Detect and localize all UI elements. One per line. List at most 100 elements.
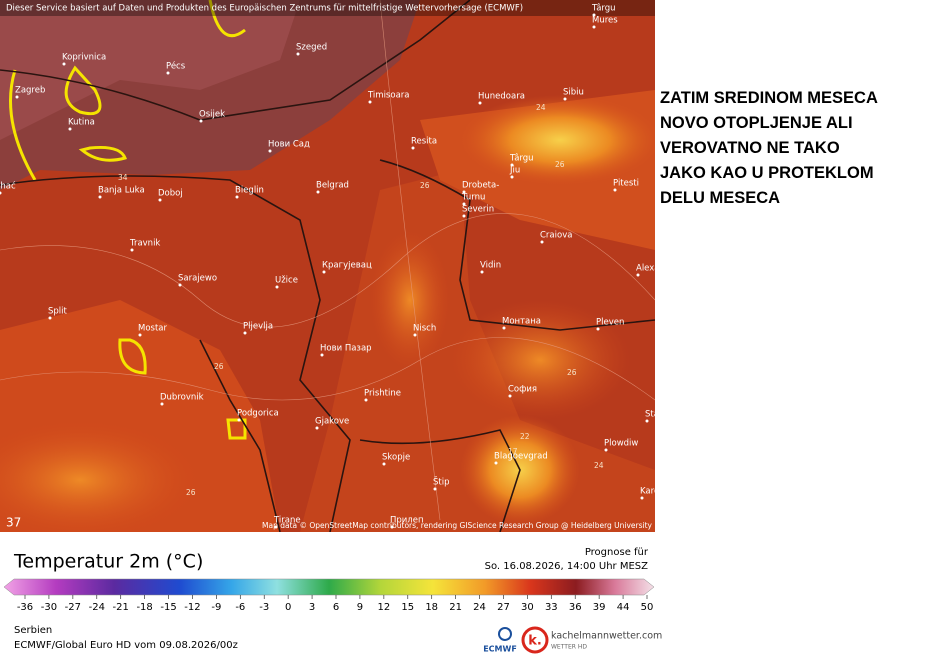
- colorbar-tick-label: 30: [521, 602, 534, 613]
- annotation-line: DELU MESECA: [660, 189, 781, 207]
- svg-text:k.: k.: [528, 634, 542, 649]
- city-dot: [322, 270, 326, 274]
- city-label: Alexand: [636, 264, 655, 274]
- city-dot: [508, 394, 512, 398]
- site-sub: WETTER HD: [551, 644, 587, 651]
- colorbar-tick-label: -21: [113, 602, 129, 613]
- colorbar-tick-label: 15: [401, 602, 414, 613]
- city-dot: [478, 101, 482, 105]
- city-label: Jiu: [509, 166, 520, 176]
- city-label: Doboj: [158, 189, 183, 199]
- city-label: Koprivnica: [62, 53, 106, 63]
- colorbar-tick-label: 0: [285, 602, 291, 613]
- city-label: Blagoevgrad: [494, 452, 548, 462]
- city-label: Mostar: [138, 324, 168, 334]
- forecast-label: Prognose für: [585, 547, 649, 558]
- city-label: Крагујевац: [322, 261, 372, 271]
- city-label: Sarajewo: [178, 274, 217, 284]
- city-label: Gjakove: [315, 417, 349, 427]
- city-dot: [237, 418, 241, 422]
- city-dot: [613, 188, 617, 192]
- city-dot: [138, 333, 142, 337]
- annotation-line: NOVO OTOPLJENJE ALI: [660, 114, 853, 132]
- city-dot: [274, 525, 278, 529]
- colorbar-tick-label: 50: [641, 602, 654, 613]
- city-dot: [382, 462, 386, 466]
- city-dot: [540, 240, 544, 244]
- city-dot: [510, 163, 514, 167]
- city-label: Belgrad: [316, 181, 349, 191]
- city-label: Osijek: [199, 110, 225, 120]
- city-label: Skopje: [382, 453, 410, 463]
- colorbar-tick-label: 33: [545, 602, 558, 613]
- contour-label: 24: [594, 461, 604, 470]
- city-label: Resita: [411, 137, 437, 147]
- city-label: Zagreb: [15, 86, 45, 96]
- city-label: Split: [48, 307, 68, 317]
- city-dot: [480, 270, 484, 274]
- city-dot: [178, 283, 182, 287]
- contour-label: 34: [118, 173, 128, 182]
- city-label: Kardsc: [640, 487, 655, 497]
- corner-label: 37: [6, 516, 21, 530]
- colorbar-tick-label: 27: [497, 602, 510, 613]
- contour-label: 26: [214, 362, 224, 371]
- city-label: Нови Сад: [268, 140, 310, 150]
- city-label: Hunedoara: [478, 92, 525, 102]
- colorbar-tick-label: 44: [617, 602, 630, 613]
- city-label: Pljevlja: [243, 322, 273, 332]
- legend-title: Temperatur 2m (°C): [13, 551, 203, 573]
- city-dot: [315, 426, 319, 430]
- city-dot: [243, 331, 247, 335]
- city-label: Nisch: [413, 324, 436, 334]
- colorbar-tick-label: 36: [569, 602, 582, 613]
- city-dot: [166, 71, 170, 75]
- colorbar-tick-label: -12: [184, 602, 200, 613]
- city-dot: [316, 190, 320, 194]
- city-dot: [364, 398, 368, 402]
- city-label: Stara: [645, 410, 655, 420]
- colorbar-tick-label: -24: [89, 602, 105, 613]
- forecast-time: So. 16.08.2026, 14:00 Uhr MESZ: [485, 561, 648, 572]
- city-label: Mures: [592, 16, 618, 26]
- city-label: Severin: [462, 205, 494, 215]
- city-label: Travnik: [129, 239, 160, 249]
- city-label: Banja Luka: [98, 186, 145, 196]
- city-dot: [433, 487, 437, 491]
- city-label: Vidin: [480, 261, 501, 271]
- colorbar-tick-label: 24: [473, 602, 486, 613]
- contour-label: 24: [536, 103, 546, 112]
- city-dot: [411, 146, 415, 150]
- city-label: Dubrovnik: [160, 393, 204, 403]
- city-label: Plowdiw: [604, 439, 638, 449]
- site-name: kachelmannwetter.com: [551, 631, 662, 642]
- city-dot: [199, 119, 203, 123]
- city-dot: [592, 13, 596, 17]
- city-label: Štip: [433, 476, 450, 488]
- colorbar-tick-label: -27: [65, 602, 81, 613]
- city-label: Užice: [275, 276, 298, 286]
- contour-label: 26: [567, 368, 577, 377]
- city-label: Prishtine: [364, 389, 401, 399]
- city-dot: [596, 327, 600, 331]
- city-label: Прилеп: [390, 516, 424, 526]
- colorbar-tick-label: 39: [593, 602, 606, 613]
- map-header: Dieser Service basiert auf Daten und Pro…: [6, 4, 523, 14]
- city-label: Kutina: [68, 118, 95, 128]
- colorbar-tick-label: -3: [259, 602, 269, 613]
- contour-label: 26: [186, 488, 196, 497]
- city-dot: [160, 402, 164, 406]
- city-dot: [48, 316, 52, 320]
- city-dot: [462, 202, 466, 206]
- city-dot: [68, 127, 72, 131]
- city-dot: [640, 496, 644, 500]
- colorbar-tick-label: -30: [41, 602, 57, 613]
- city-dot: [62, 62, 66, 66]
- city-dot: [645, 419, 649, 423]
- city-dot: [510, 175, 514, 179]
- city-label: Bieglin: [235, 186, 264, 196]
- city-label: Drobeta-: [462, 181, 499, 191]
- city-dot: [158, 198, 162, 202]
